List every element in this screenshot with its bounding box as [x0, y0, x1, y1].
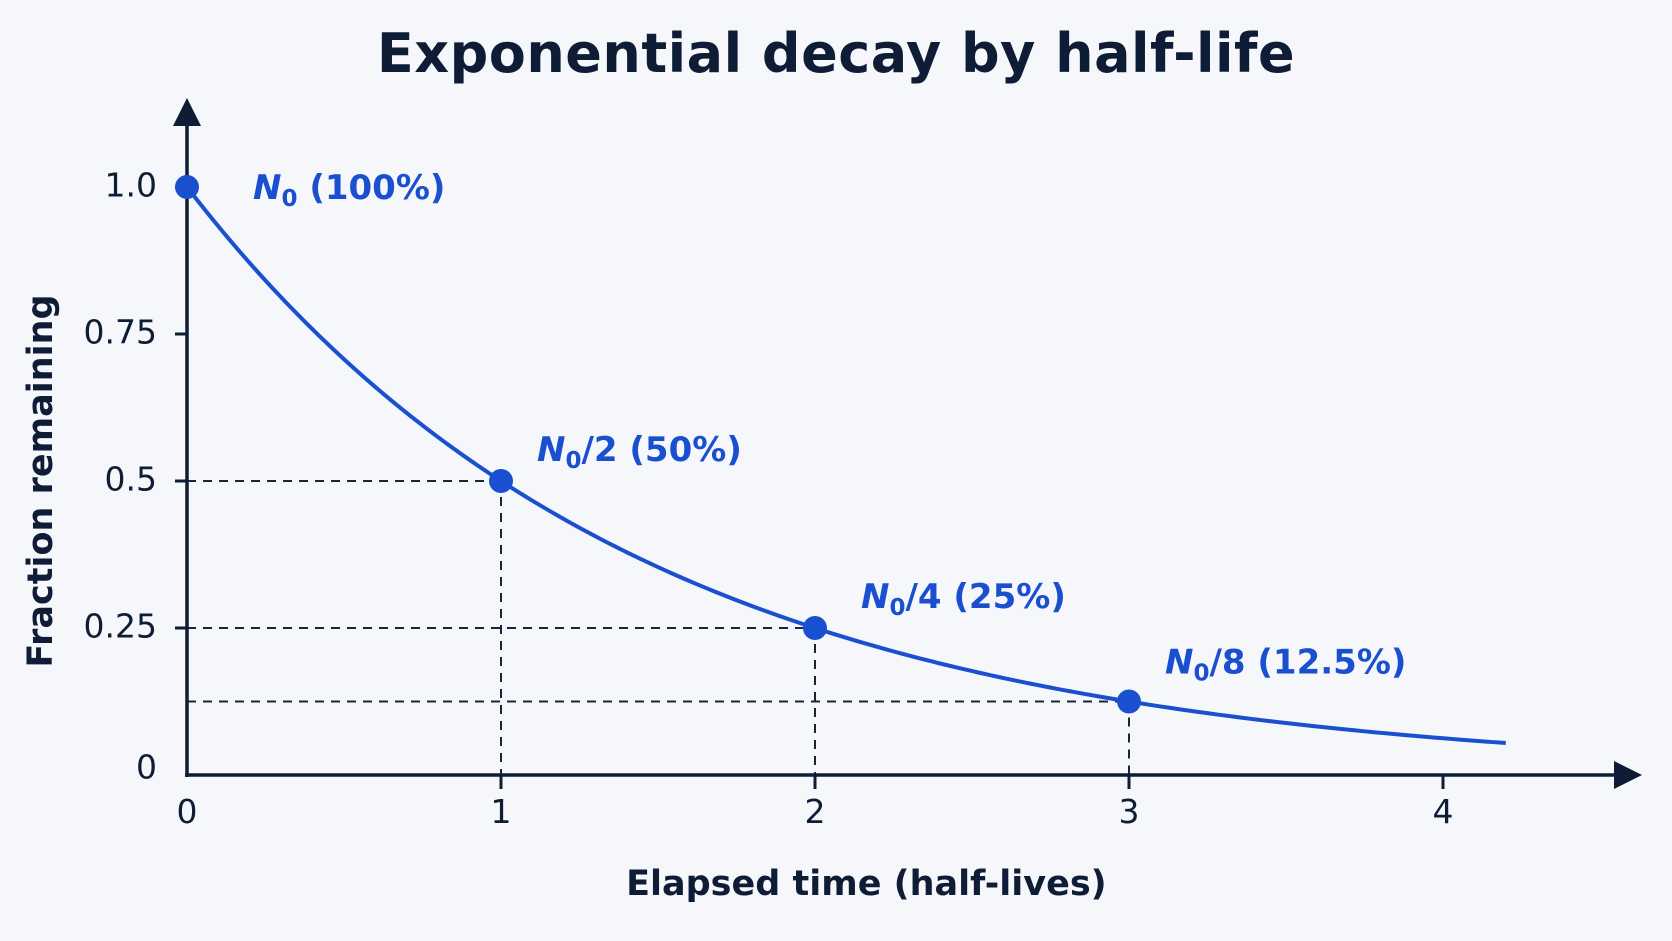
ticks: 0 0.25 0.5 0.75 1.0 0 1 2 3 4 Elapsed time (half-l…: [21, 166, 1454, 905]
point-label: N0/2 (50%): [537, 430, 742, 474]
x-axis-label: Elapsed time (half-lives): [626, 864, 1107, 904]
x-tick-label: 1: [491, 792, 512, 831]
y-tick-label: 0.75: [84, 313, 157, 352]
x-tick-label: 4: [1433, 792, 1454, 831]
point-label: N0/4 (25%): [861, 577, 1066, 621]
points-layer: [175, 175, 1141, 714]
x-tick-label: 0: [177, 792, 198, 831]
x-tick-label: 3: [1119, 792, 1140, 831]
data-point: [489, 469, 513, 493]
point-label: N0/8 (12.5%): [1165, 642, 1406, 686]
y-tick-label: 0.25: [84, 607, 157, 646]
decay-curve: [185, 185, 1506, 746]
chart-title: Exponential decay by half-life: [376, 22, 1296, 85]
point-label: N0 (100%): [253, 168, 445, 212]
data-point: [803, 616, 827, 640]
axes: [173, 98, 1642, 789]
x-tick-label: 2: [805, 792, 826, 831]
y-axis-label: Fraction remaining: [21, 294, 61, 667]
data-point: [1117, 689, 1141, 714]
guide-lines: [187, 480, 1130, 775]
curve-layer: [185, 185, 1506, 746]
y-tick-label: 0.5: [105, 460, 157, 499]
y-tick-label: 0: [136, 748, 157, 787]
data-point: [175, 175, 199, 199]
labels-layer: N0 (100%) N0/2 (50%) N0/4 (25%) N0/8 (12.5%…: [253, 168, 1406, 687]
y-tick-label: 1.0: [105, 166, 157, 205]
